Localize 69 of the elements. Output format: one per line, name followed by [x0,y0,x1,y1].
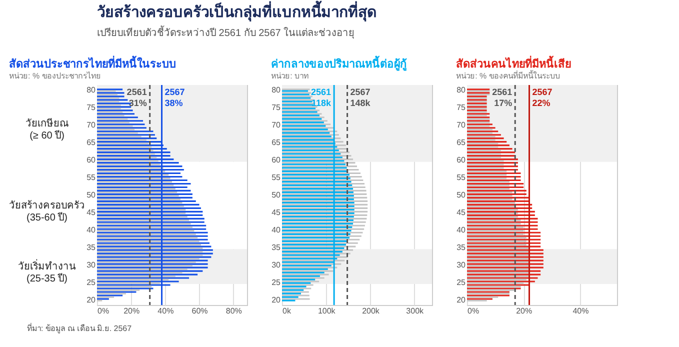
y-tick-label: 55 [456,173,466,182]
y-tick-label: 40 [456,225,466,234]
y-tick-label: 50 [86,190,96,200]
text: ที่มา: ข้อมูล ณ เดือน มิ.ย. 2567 [27,322,132,334]
band-label: วัยเริ่มทำงาน (25-35 ปี) [18,258,76,285]
y-tick-label: 25 [86,278,96,287]
y-tick-label: 80 [272,86,282,95]
ref-line-label: 2561 31% [126,87,147,108]
y-tick-label: 75 [456,103,466,112]
chart-title: สัดส่วนประชากรไทยที่มีหนี้ในระบบ [9,55,176,70]
y-tick-label: 50 [272,190,282,200]
y-tick-label: 20 [272,295,282,304]
y-tick-label: 75 [86,103,96,112]
y-tick-label: 25 [272,278,282,287]
y-tick-label: 60 [456,156,466,165]
y-tick-label: 25 [456,278,466,287]
y-tick-label: 35 [272,242,282,252]
chart-subtitle: หน่วย: บาท [271,71,309,80]
x-tick-label: 0% [468,306,480,316]
y-tick-label: 30 [86,260,96,270]
x-tick-label: 300k [406,306,425,316]
x-tick-label: 60% [192,306,208,316]
x-tick-label: 80% [226,306,242,316]
x-tick-label: 100k [318,306,336,316]
y-tick-label: 35 [86,242,96,252]
x-tick-label: 0k [282,306,292,316]
y-tick-label: 20 [456,295,466,304]
y-tick-label: 60 [86,156,96,165]
ref-line-label: 2561 118k [311,87,332,108]
y-tick-label: 80 [86,86,96,95]
x-tick-label: 20% [124,306,140,316]
x-tick-label: 20% [516,306,532,316]
y-tick-label: 20 [86,295,96,304]
y-tick-label: 40 [86,225,96,234]
y-tick-label: 45 [272,208,282,217]
y-tick-label: 55 [272,173,282,182]
y-tick-label: 65 [86,138,96,148]
band-label: วัยเกษียณ (≥ 60 ปี) [26,117,68,142]
y-tick-label: 65 [456,138,466,148]
y-tick-label: 70 [86,120,96,130]
ref-line-label: 2567 38% [164,87,185,108]
y-tick-label: 50 [456,190,466,200]
x-tick-label: 200k [362,306,380,316]
text: วัยสร้างครอบครัวเป็นกลุ่มที่แบกหนี้มากที่สุด [97,0,377,22]
x-tick-label: 40% [572,306,589,316]
x-tick-label: 0% [98,306,110,316]
y-tick-label: 30 [272,260,282,270]
y-tick-label: 75 [272,103,282,112]
ref-line-label: 2567 22% [532,87,552,108]
y-tick-label: 60 [272,156,282,165]
y-tick-label: 65 [272,138,282,148]
y-tick-label: 55 [86,173,96,182]
chart-title: สัดส่วนคนไทยที่มีหนี้เสีย [456,55,572,70]
y-tick-label: 40 [272,225,282,234]
y-tick-label: 70 [456,120,466,130]
chart-subtitle: หน่วย: % ของคนที่มีหนี้ในระบบ [456,69,560,80]
y-tick-label: 30 [456,260,466,270]
chart-subtitle: หน่วย: % ของประชากรไทย [9,71,101,80]
y-tick-label: 45 [456,208,466,217]
ref-line-label: 2561 17% [492,87,512,108]
x-tick-label: 40% [158,306,174,316]
text: เปรียบเทียบตัวชี้วัดระหว่างปี 2561 กับ 2567 ในแต่ละช่วงอายุ [97,25,355,39]
y-tick-label: 45 [86,208,96,217]
y-tick-label: 80 [456,86,466,95]
ref-line-label: 2567 148k [350,87,372,108]
y-tick-label: 70 [272,120,282,130]
chart-title: ค่ากลางของปริมาณหนี้ต่อผู้กู้ [271,55,408,72]
band-label: วัยสร้างครอบครัว (35-60 ปี) [9,199,85,224]
y-tick-label: 35 [456,242,466,252]
